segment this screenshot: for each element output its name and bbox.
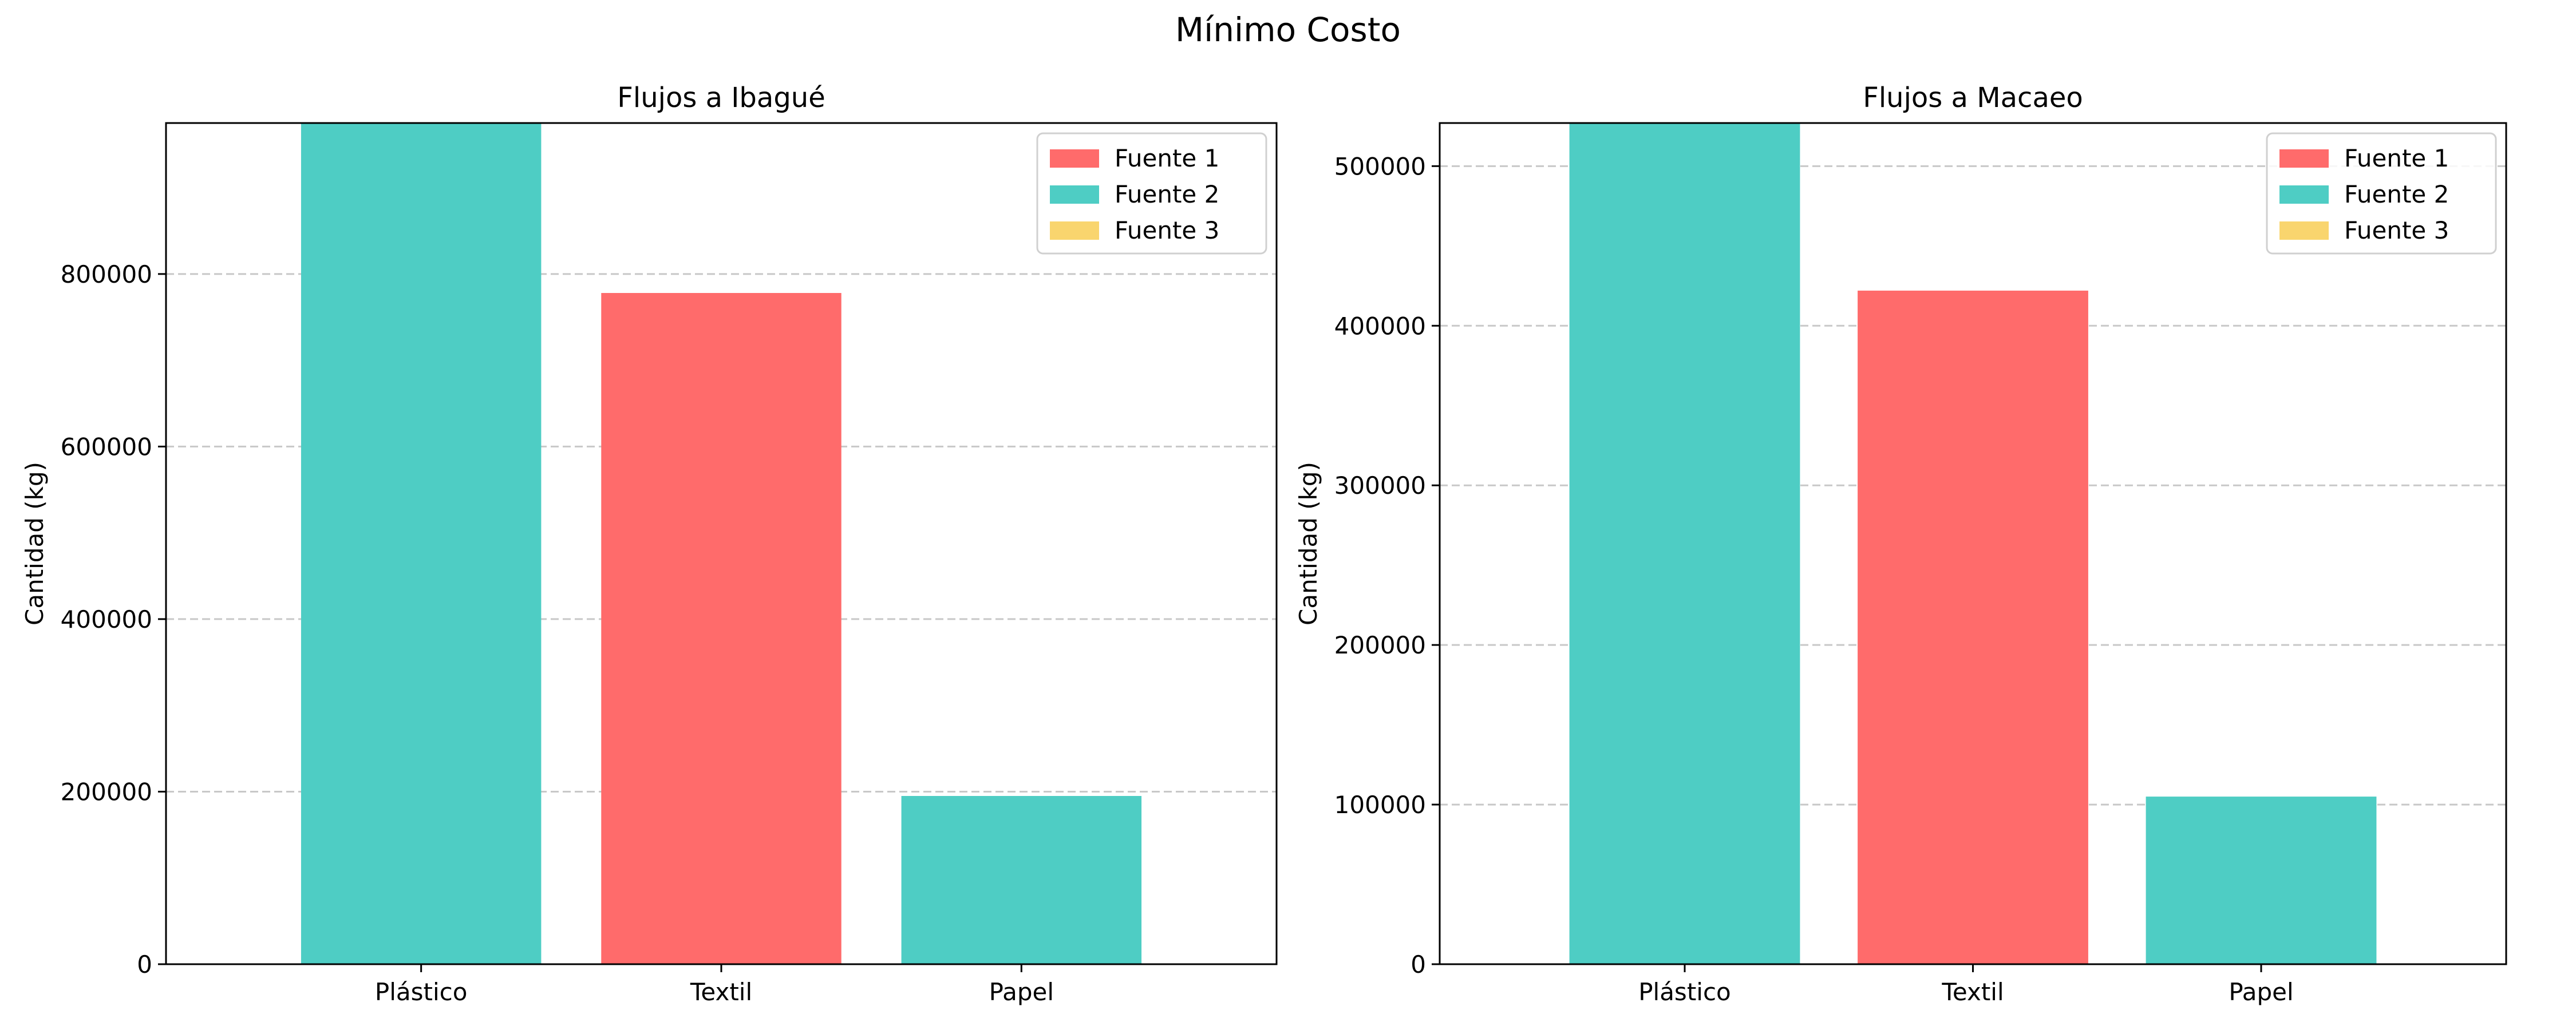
figure-title: Mínimo Costo: [1175, 10, 1401, 49]
bar-fuente-2: [2146, 797, 2377, 964]
y-tick-label: 0: [137, 950, 152, 978]
y-tick-label: 200000: [1334, 631, 1426, 659]
legend-swatch: [1050, 149, 1099, 168]
axes-frame: [165, 122, 1278, 965]
x-tick-label: Papel: [2229, 978, 2293, 1006]
x-tick-label: Papel: [989, 978, 1054, 1006]
bar-fuente-2: [301, 123, 542, 964]
axes-frame: [1439, 122, 2507, 965]
legend-label: Fuente 3: [1115, 216, 1219, 244]
y-tick-label: 0: [1411, 950, 1426, 978]
y-tick-label: 600000: [61, 433, 152, 461]
legend-label: Fuente 3: [2344, 216, 2449, 244]
bar-fuente-1: [601, 293, 841, 964]
y-tick-label: 800000: [61, 260, 152, 288]
legend-label: Fuente 1: [2344, 144, 2449, 172]
x-tick-label: Textil: [1941, 978, 2004, 1006]
legend-label: Fuente 1: [1115, 144, 1219, 172]
x-tick-label: Textil: [690, 978, 752, 1006]
y-tick-label: 200000: [61, 778, 152, 806]
legend-label: Fuente 2: [1115, 180, 1219, 208]
legend-label: Fuente 2: [2344, 180, 2449, 208]
bar-fuente-1: [1858, 290, 2088, 964]
y-tick-label: 400000: [1334, 312, 1426, 340]
y-tick-label: 100000: [1334, 791, 1426, 819]
legend-swatch: [1050, 185, 1099, 204]
x-tick-label: Plástico: [1638, 978, 1731, 1006]
bar-fuente-2: [1569, 123, 1800, 964]
legend-swatch: [2279, 185, 2329, 204]
legend-swatch: [1050, 221, 1099, 240]
panel-title: Flujos a Ibagué: [617, 82, 825, 114]
y-tick-label: 400000: [61, 605, 152, 633]
bar-fuente-2: [901, 796, 1142, 964]
legend-swatch: [2279, 149, 2329, 168]
y-axis-label: Cantidad (kg): [1294, 462, 1322, 625]
y-tick-label: 300000: [1334, 472, 1426, 500]
panel-title: Flujos a Macaeo: [1863, 82, 2083, 114]
y-tick-label: 500000: [1334, 152, 1426, 180]
legend-swatch: [2279, 221, 2329, 240]
x-tick-label: Plástico: [375, 978, 468, 1006]
y-axis-label: Cantidad (kg): [21, 462, 49, 625]
